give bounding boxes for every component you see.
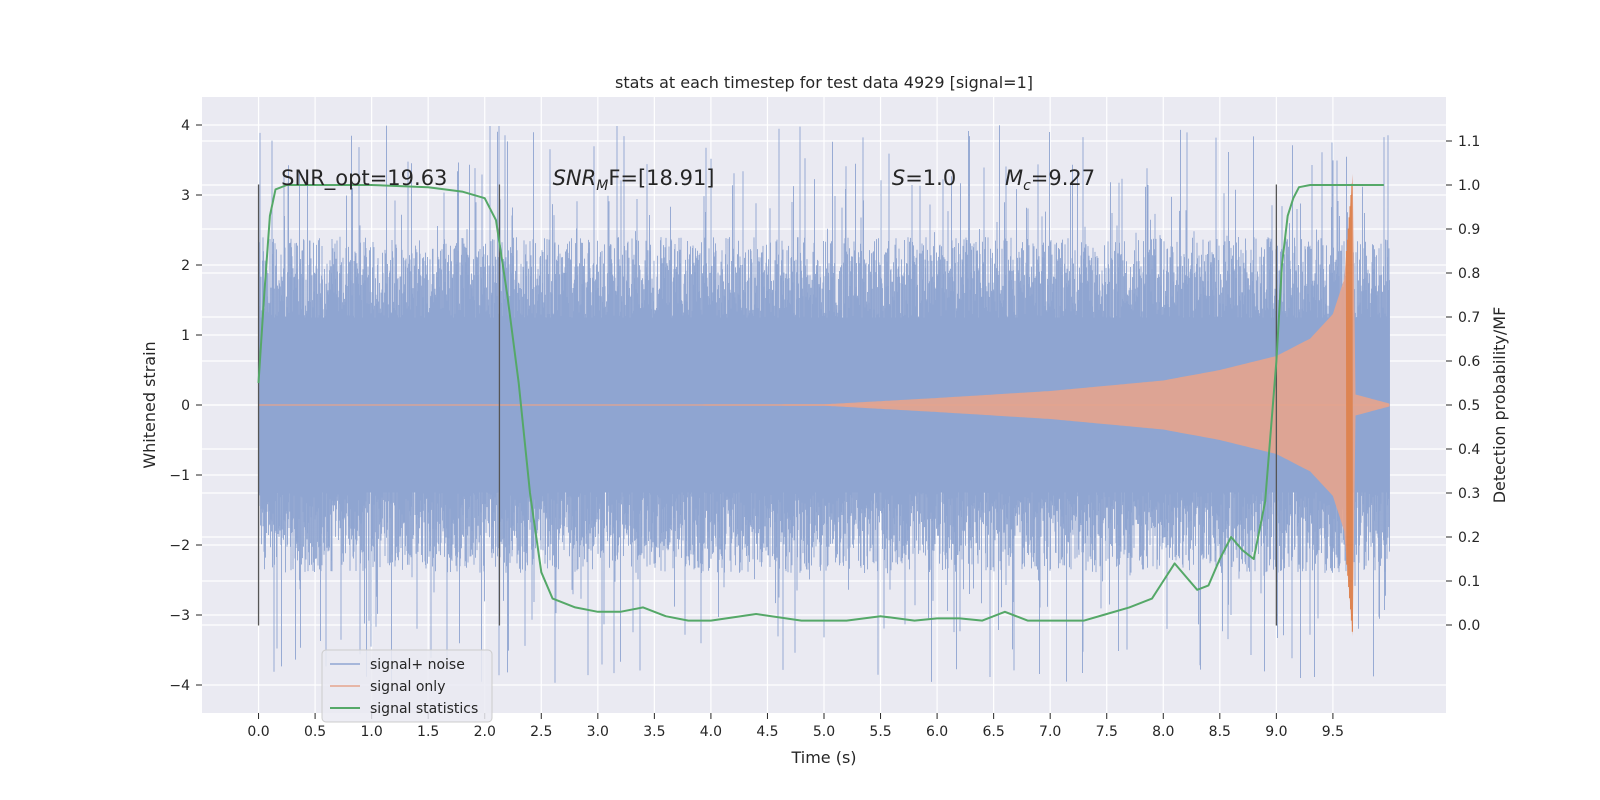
y-tick-label: −1 xyxy=(169,468,190,484)
x-tick-label: 4.5 xyxy=(756,724,778,740)
x-tick-label: 3.5 xyxy=(643,724,665,740)
y-tick-label: −2 xyxy=(169,538,190,554)
x-tick-label: 4.0 xyxy=(700,724,722,740)
y2-tick-label: 0.1 xyxy=(1458,574,1480,590)
series-signal-only-merger xyxy=(1345,183,1353,632)
x-tick-label: 6.5 xyxy=(983,724,1005,740)
y-tick-label: −3 xyxy=(169,608,190,624)
x-axis-label: Time (s) xyxy=(790,748,856,767)
annotation-s: S=1.0 xyxy=(892,166,956,190)
y-tick-label: 1 xyxy=(181,328,190,344)
y2-tick-label: 0.5 xyxy=(1458,398,1480,414)
x-tick-label: 3.0 xyxy=(587,724,609,740)
y-tick-label: 2 xyxy=(181,258,190,274)
x-tick-label: 9.5 xyxy=(1322,724,1344,740)
legend-label: signal+ noise xyxy=(370,657,465,673)
x-tick-label: 0.5 xyxy=(304,724,326,740)
y2-tick-label: 0.4 xyxy=(1458,442,1480,458)
y-axis-label: Whitened strain xyxy=(140,341,159,468)
x-tick-label: 7.5 xyxy=(1096,724,1118,740)
x-tick-label: 9.0 xyxy=(1265,724,1287,740)
legend-box xyxy=(321,649,493,723)
annotation-snr-opt: SNR_opt=19.63 xyxy=(281,166,447,191)
legend-label: signal only xyxy=(370,679,445,695)
x-tick-label: 5.0 xyxy=(813,724,835,740)
y2-tick-label: 0.7 xyxy=(1458,310,1480,326)
y2-axis-label: Detection probability/MF xyxy=(1490,307,1509,504)
annotation-mc: Mc=9.27 xyxy=(1005,166,1095,194)
x-tick-label: 1.5 xyxy=(417,724,439,740)
y2-tick-label: 0.6 xyxy=(1458,354,1480,370)
x-tick-label: 2.5 xyxy=(530,724,552,740)
x-tick-label: 7.0 xyxy=(1039,724,1061,740)
y-tick-label: −4 xyxy=(169,678,190,694)
legend-label: signal statistics xyxy=(370,701,478,717)
y-tick-label: 4 xyxy=(181,118,190,134)
x-tick-label: 0.0 xyxy=(247,724,269,740)
series-signal-statistics xyxy=(257,184,1384,622)
chart-title: stats at each timestep for test data 492… xyxy=(615,73,1033,92)
legend: signal+ noise signal only signal statistic… xyxy=(321,649,493,723)
x-tick-label: 8.0 xyxy=(1152,724,1174,740)
x-tick-label: 2.0 xyxy=(474,724,496,740)
y-tick-label: 3 xyxy=(181,188,190,204)
y2-tick-label: 1.0 xyxy=(1458,178,1480,194)
y2-tick-label: 0.3 xyxy=(1458,486,1480,502)
annotation-snr-mf: SNRMF=[18.91] xyxy=(553,166,715,194)
y2-tick-label: 0.0 xyxy=(1458,618,1480,634)
y2-tick-label: 1.1 xyxy=(1458,134,1480,150)
x-tick-label: 1.0 xyxy=(361,724,383,740)
y2-tick-label: 0.9 xyxy=(1458,222,1480,238)
y2-tick-label: 0.2 xyxy=(1458,530,1480,546)
x-tick-label: 6.0 xyxy=(926,724,948,740)
x-tick-label: 5.5 xyxy=(869,724,891,740)
x-tick-label: 8.5 xyxy=(1209,724,1231,740)
y2-tick-label: 0.8 xyxy=(1458,266,1480,282)
y-tick-label: 0 xyxy=(181,398,190,414)
